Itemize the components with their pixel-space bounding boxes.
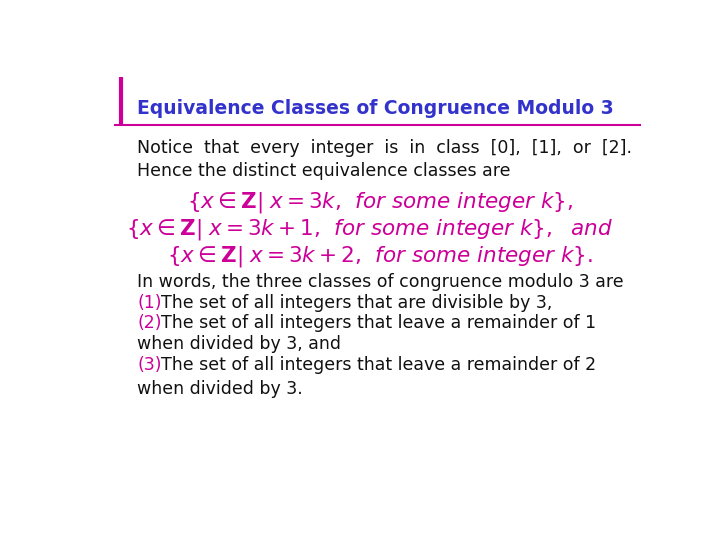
Text: when divided by 3, and: when divided by 3, and [138,335,341,353]
Text: Notice  that  every  integer  is  in  class  [0],  [1],  or  [2].: Notice that every integer is in class [0… [138,139,632,157]
Text: $\{x \in \mathbf{Z}|\; x = 3k + 1\mathit{,}$  for some integer $k\},$  and: $\{x \in \mathbf{Z}|\; x = 3k + 1\mathit… [125,217,613,241]
Text: The set of all integers that are divisible by 3,: The set of all integers that are divisib… [161,294,552,312]
Text: $\{x \in \mathbf{Z}|\; x = 3k + 2\mathit{,}$  for some integer $k\}.$: $\{x \in \mathbf{Z}|\; x = 3k + 2\mathit… [167,244,593,268]
Text: (2): (2) [138,314,162,333]
Text: (1): (1) [138,294,162,312]
Text: (3): (3) [138,356,162,374]
Text: In words, the three classes of congruence modulo 3 are: In words, the three classes of congruenc… [138,273,624,291]
Text: Equivalence Classes of Congruence Modulo 3: Equivalence Classes of Congruence Modulo… [138,99,614,118]
Text: Hence the distinct equivalence classes are: Hence the distinct equivalence classes a… [138,162,511,180]
Text: when divided by 3.: when divided by 3. [138,380,303,398]
Text: $\{x \in \mathbf{Z}|\; x = 3k\mathit{,}$  for some integer $k\},$: $\{x \in \mathbf{Z}|\; x = 3k\mathit{,}$… [187,190,573,214]
Text: The set of all integers that leave a remainder of 1: The set of all integers that leave a rem… [161,314,596,333]
Text: The set of all integers that leave a remainder of 2: The set of all integers that leave a rem… [161,356,596,374]
